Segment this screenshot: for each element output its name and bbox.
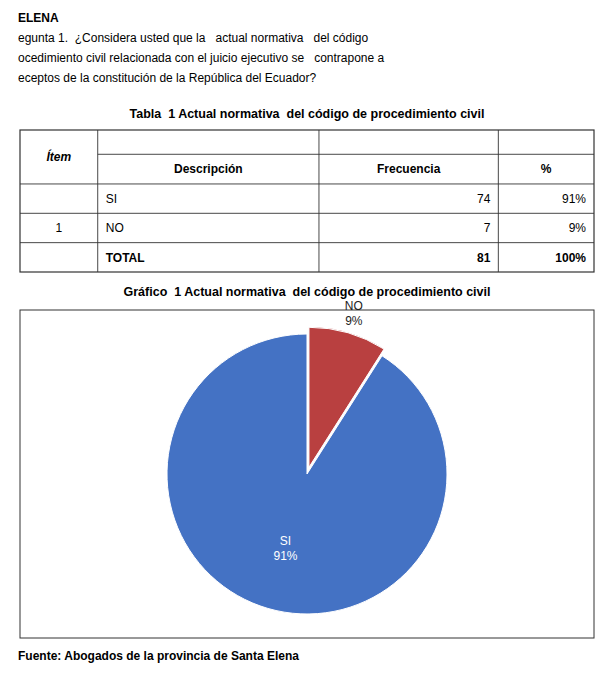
table-cell: 100% xyxy=(555,251,586,265)
table-rule xyxy=(498,130,499,272)
header-text: eceptos de la constitución de la Repúbli… xyxy=(18,71,317,85)
header-text: egunta 1. ¿Considera usted que la actual… xyxy=(18,31,369,45)
slice-value: 91% xyxy=(274,549,298,563)
table-cell: NO xyxy=(106,221,124,235)
table-rule xyxy=(98,154,594,155)
pie xyxy=(167,327,447,614)
header-text: ELENA xyxy=(18,11,59,25)
pie-frame xyxy=(20,310,594,638)
pie-section: Gráfico 1 Actual normativa del código de… xyxy=(18,285,594,663)
table-rule xyxy=(318,130,319,272)
slice-label: SI xyxy=(280,534,291,548)
table-border xyxy=(20,130,594,272)
table-grid xyxy=(20,130,594,272)
table-cell: 1 xyxy=(56,221,63,235)
table-rule xyxy=(20,183,594,184)
table-section: ELENA egunta 1. ¿Considera usted que la a… xyxy=(18,11,594,272)
table-header: Ítem xyxy=(47,149,72,164)
table-cell: TOTAL xyxy=(106,251,145,265)
table-rule xyxy=(20,242,594,243)
table-header: % xyxy=(541,162,552,176)
source-text: Fuente: Abogados de la provincia de Sant… xyxy=(18,649,299,663)
table-rule xyxy=(97,130,98,272)
table-cell: 81 xyxy=(477,251,491,265)
table-title: Tabla 1 Actual normativa del código de p… xyxy=(130,107,485,121)
slice-value: 9% xyxy=(345,314,363,328)
header-text: ocedimiento civil relacionada con el jui… xyxy=(18,51,385,65)
table-rule xyxy=(20,213,594,214)
table-header: Descripción xyxy=(174,162,243,176)
table-cell: SI xyxy=(106,192,117,206)
table-cell: 7 xyxy=(484,221,491,235)
table-header: Frecuencia xyxy=(377,162,441,176)
chart-root: ELENA egunta 1. ¿Considera usted que la a… xyxy=(0,0,614,675)
table-cell: 74 xyxy=(477,192,491,206)
pie-slice xyxy=(167,334,447,614)
slice-label: NO xyxy=(345,299,363,313)
table-cell: 9% xyxy=(569,221,587,235)
chart-title: Gráfico 1 Actual normativa del código de… xyxy=(124,285,491,299)
table-cell: 91% xyxy=(562,192,586,206)
